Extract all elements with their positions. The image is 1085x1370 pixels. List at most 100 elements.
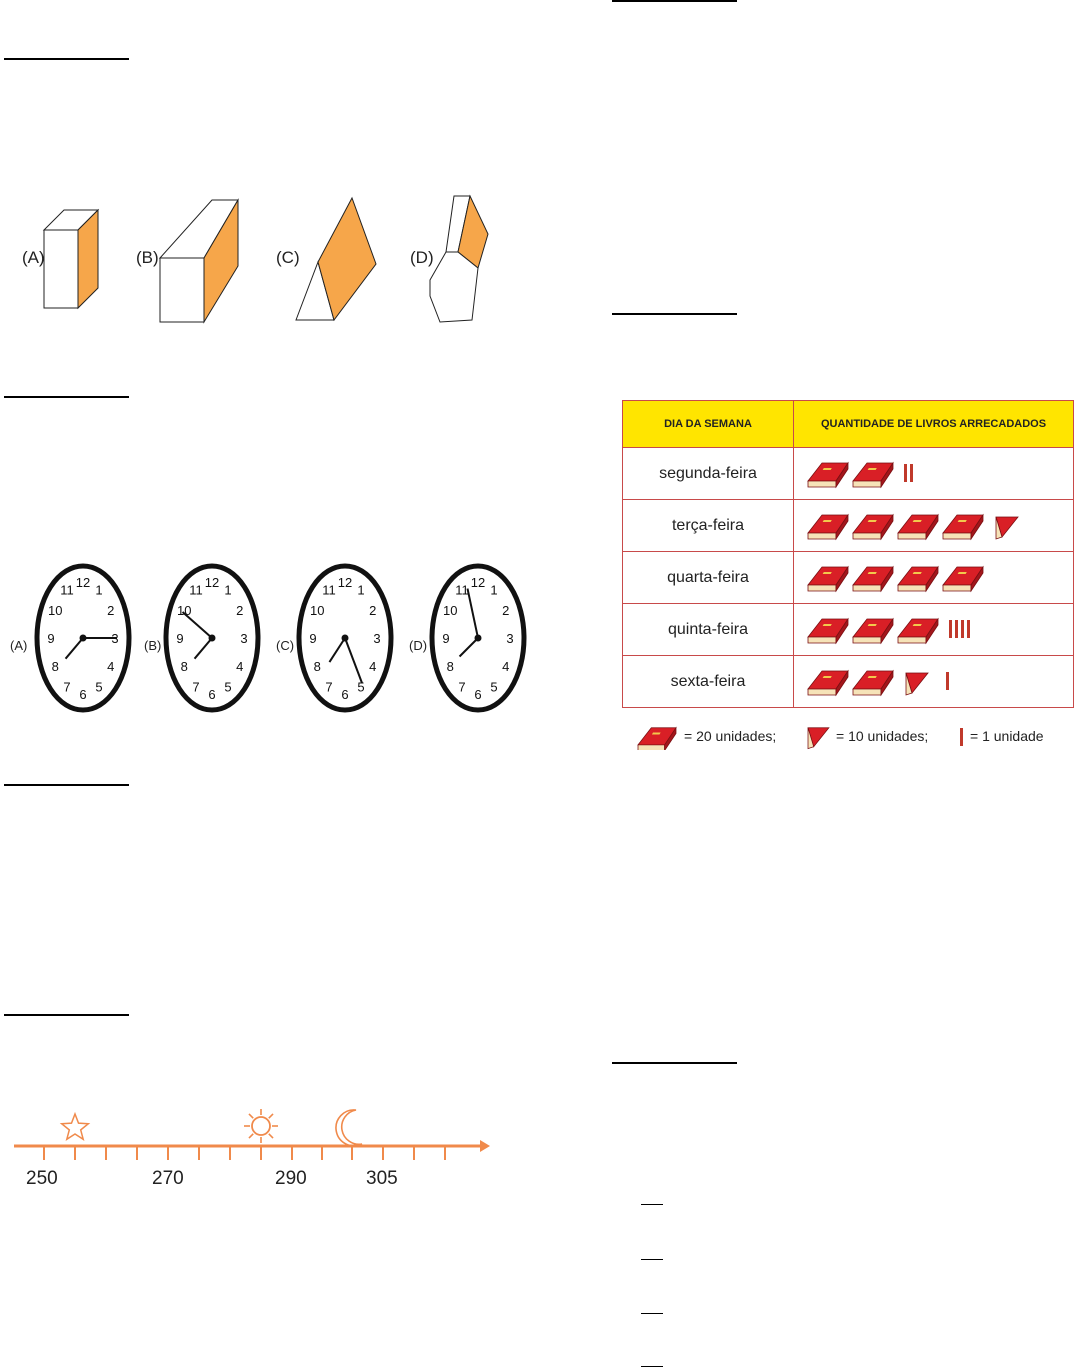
clock-number: 5	[95, 679, 102, 694]
shape-prism-d	[429, 194, 489, 323]
book-icon	[852, 617, 894, 645]
clock-label-d: (D)	[409, 638, 428, 653]
book-icon	[807, 461, 849, 489]
legend-tally-text: = 1 unidade	[970, 728, 1044, 744]
clock-number: 11	[322, 583, 336, 598]
book-icon	[942, 565, 984, 593]
hour-hand	[193, 637, 213, 660]
shape-prism-a	[42, 208, 100, 310]
day-cell: terça-feira	[622, 499, 794, 552]
icons-cell	[793, 447, 1074, 500]
clock-number: 2	[369, 603, 376, 618]
tally-mark	[967, 620, 970, 638]
book-icon	[807, 513, 849, 541]
hour-hand	[64, 637, 84, 660]
legend-half-text: = 10 unidades;	[836, 728, 929, 744]
arrow-head	[480, 1140, 490, 1152]
tally-mark	[904, 464, 907, 482]
clock-number: 5	[357, 679, 364, 694]
clock-number: 6	[208, 687, 215, 702]
clock-number: 7	[458, 679, 465, 694]
clock-number: 10	[310, 603, 324, 618]
tally-mark	[955, 620, 958, 638]
clock-number: 3	[506, 631, 513, 646]
clock-label-a: (A)	[10, 638, 28, 653]
table-row: quarta-feira	[622, 551, 1074, 604]
clock-number: 12	[471, 575, 485, 590]
answer-line-1	[4, 58, 129, 60]
clock-number: 9	[442, 631, 449, 646]
day-cell: quarta-feira	[622, 551, 794, 604]
shape-label-a: (A)	[22, 248, 45, 267]
clock-number: 2	[107, 603, 114, 618]
answer-line-6	[612, 313, 737, 315]
hour-hand	[328, 637, 346, 663]
shape-label-d: (D)	[410, 248, 434, 267]
minute-hand	[181, 611, 213, 639]
star-icon	[59, 1111, 91, 1141]
pictogram-legend: = 20 unidades; = 10 unidades; = 1 unidad…	[636, 722, 1076, 752]
half-book-icon	[905, 672, 929, 696]
fraction-bar-3	[641, 1313, 663, 1314]
icons-cell	[793, 655, 1074, 708]
answer-line-5	[612, 0, 737, 2]
day-cell: sexta-feira	[622, 655, 794, 708]
minute-hand	[344, 637, 363, 684]
clock-number: 1	[95, 583, 102, 598]
clock-number: 9	[176, 631, 183, 646]
hour-hand	[458, 637, 479, 658]
number-line	[14, 1109, 490, 1160]
shape-prism-b	[158, 198, 239, 324]
clock-number: 1	[357, 583, 364, 598]
half-book-icon	[995, 516, 1019, 540]
clock-number: 10	[443, 603, 457, 618]
shape-label-c: (C)	[276, 248, 300, 267]
fraction-bar-1	[641, 1204, 663, 1205]
fraction-bar-4	[641, 1366, 663, 1367]
clock-number: 4	[107, 659, 114, 674]
pictogram	[807, 669, 949, 697]
sun-icon	[244, 1109, 278, 1143]
clock-number: 4	[502, 659, 509, 674]
clock-number: 4	[236, 659, 243, 674]
clock-number: 12	[76, 575, 90, 590]
pictogram	[807, 513, 1019, 541]
book-icon	[897, 513, 939, 541]
day-cell: quinta-feira	[622, 603, 794, 656]
minute-hand	[466, 588, 479, 639]
fraction-bar-2	[641, 1259, 663, 1260]
clock-number: 4	[369, 659, 376, 674]
answer-line-4	[4, 1014, 129, 1016]
book-icon	[897, 617, 939, 645]
answer-line-7	[612, 1062, 737, 1064]
icons-cell	[793, 551, 1074, 604]
books-table: DIA DA SEMANA QUANTIDADE DE LIVROS ARREC…	[622, 400, 1074, 708]
clock-label-c: (C)	[276, 638, 295, 653]
clock-number: 2	[502, 603, 509, 618]
clock-number: 9	[309, 631, 316, 646]
header-quantity: QUANTIDADE DE LIVROS ARRECADADOS	[793, 400, 1074, 448]
half-book-icon	[807, 727, 830, 750]
clock-number: 6	[79, 687, 86, 702]
clock-number: 3	[373, 631, 380, 646]
clock-number: 8	[314, 659, 321, 674]
clock-label-b: (B)	[144, 638, 162, 653]
table-row: quinta-feira	[622, 603, 1074, 656]
clock-number: 8	[52, 659, 59, 674]
number-line-label-270: 270	[152, 1168, 184, 1189]
table-row: segunda-feira	[622, 447, 1074, 500]
icons-cell	[793, 499, 1074, 552]
moon-icon	[335, 1109, 363, 1147]
pictogram	[807, 565, 984, 593]
book-icon	[637, 726, 677, 750]
clock-number: 7	[63, 679, 70, 694]
book-icon	[807, 669, 849, 697]
clock-number: 1	[224, 583, 231, 598]
pictogram	[807, 617, 970, 645]
number-line-label-290: 290	[275, 1168, 307, 1189]
clock-number: 12	[205, 575, 219, 590]
clock-number: 5	[224, 679, 231, 694]
